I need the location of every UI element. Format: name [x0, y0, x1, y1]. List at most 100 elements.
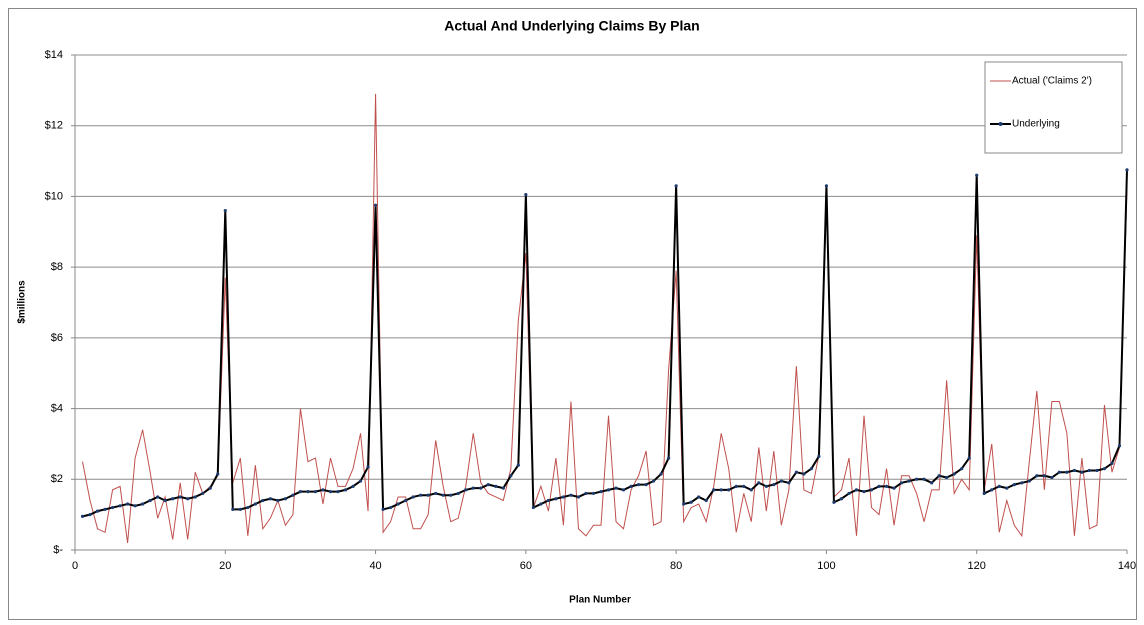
point	[178, 495, 182, 499]
point	[163, 498, 167, 503]
y-tick-label: $8	[51, 261, 63, 273]
point	[231, 507, 235, 511]
chart-title: Actual And Underlying Claims By Plan	[444, 18, 699, 34]
point	[877, 484, 881, 488]
point	[749, 488, 753, 492]
point	[591, 491, 596, 496]
point	[411, 495, 415, 499]
point	[644, 482, 648, 487]
x-tick-label: 40	[369, 560, 381, 572]
point	[697, 495, 701, 499]
point	[817, 454, 821, 458]
point	[824, 184, 829, 188]
legend-marker	[998, 122, 1003, 126]
point	[1117, 444, 1122, 448]
point	[208, 486, 212, 490]
point	[283, 497, 287, 501]
point	[802, 472, 806, 476]
point	[636, 482, 641, 487]
point	[862, 490, 866, 494]
point	[1020, 481, 1024, 485]
point	[907, 479, 911, 483]
point	[561, 495, 566, 499]
y-tick-label: $4	[51, 402, 63, 414]
point	[569, 493, 573, 497]
point	[892, 486, 896, 490]
x-axis-title: Plan Number	[569, 595, 631, 606]
point	[118, 504, 122, 508]
point	[471, 486, 475, 490]
point	[997, 484, 1001, 488]
point	[148, 498, 152, 503]
x-tick-label: 80	[670, 560, 682, 572]
point	[652, 479, 656, 483]
point	[975, 173, 979, 177]
point	[509, 474, 513, 478]
point	[238, 507, 242, 511]
point	[524, 193, 528, 197]
point	[1102, 467, 1107, 471]
y-tick-label: $12	[45, 120, 63, 132]
x-tick-label: 20	[219, 560, 231, 572]
point	[779, 479, 783, 483]
point	[373, 203, 378, 207]
point	[990, 488, 994, 492]
point	[201, 491, 205, 496]
point	[358, 479, 363, 483]
point	[734, 484, 738, 488]
point	[449, 493, 453, 497]
point	[1080, 470, 1084, 474]
point	[614, 486, 618, 490]
legend-label: Actual ('Claims 2')	[1012, 76, 1092, 87]
point	[787, 481, 791, 485]
point	[223, 208, 227, 213]
point	[1035, 474, 1039, 478]
point	[291, 493, 295, 497]
point	[186, 497, 190, 501]
point	[336, 490, 340, 494]
point	[306, 490, 310, 494]
point	[434, 491, 438, 496]
point	[441, 493, 445, 497]
point	[682, 502, 686, 506]
point	[1110, 461, 1114, 465]
point	[606, 488, 611, 492]
point	[945, 475, 949, 480]
point	[847, 491, 851, 496]
point	[88, 513, 92, 517]
legend-label: Underlying	[1012, 119, 1060, 130]
point	[381, 507, 385, 511]
point	[328, 490, 333, 494]
point	[960, 467, 964, 471]
point	[351, 484, 355, 488]
point	[967, 456, 971, 460]
point	[854, 488, 859, 492]
chart-border	[8, 8, 1137, 620]
y-axis-title: $millions	[17, 280, 28, 324]
point	[313, 490, 318, 494]
point	[742, 484, 746, 488]
point	[1005, 486, 1009, 490]
point	[599, 490, 603, 494]
point	[809, 467, 814, 471]
x-tick-label: 100	[817, 560, 835, 572]
point	[621, 488, 626, 492]
point	[268, 497, 272, 501]
point	[246, 505, 250, 510]
point	[253, 502, 257, 506]
point	[689, 500, 693, 504]
point	[494, 484, 498, 488]
point	[772, 482, 776, 487]
point	[1012, 482, 1016, 487]
point	[479, 486, 483, 490]
point	[757, 481, 761, 485]
point	[1087, 468, 1092, 473]
point	[110, 505, 115, 510]
point	[298, 490, 303, 494]
point	[531, 505, 535, 510]
point	[554, 497, 558, 501]
point	[321, 488, 325, 492]
point	[794, 470, 798, 474]
